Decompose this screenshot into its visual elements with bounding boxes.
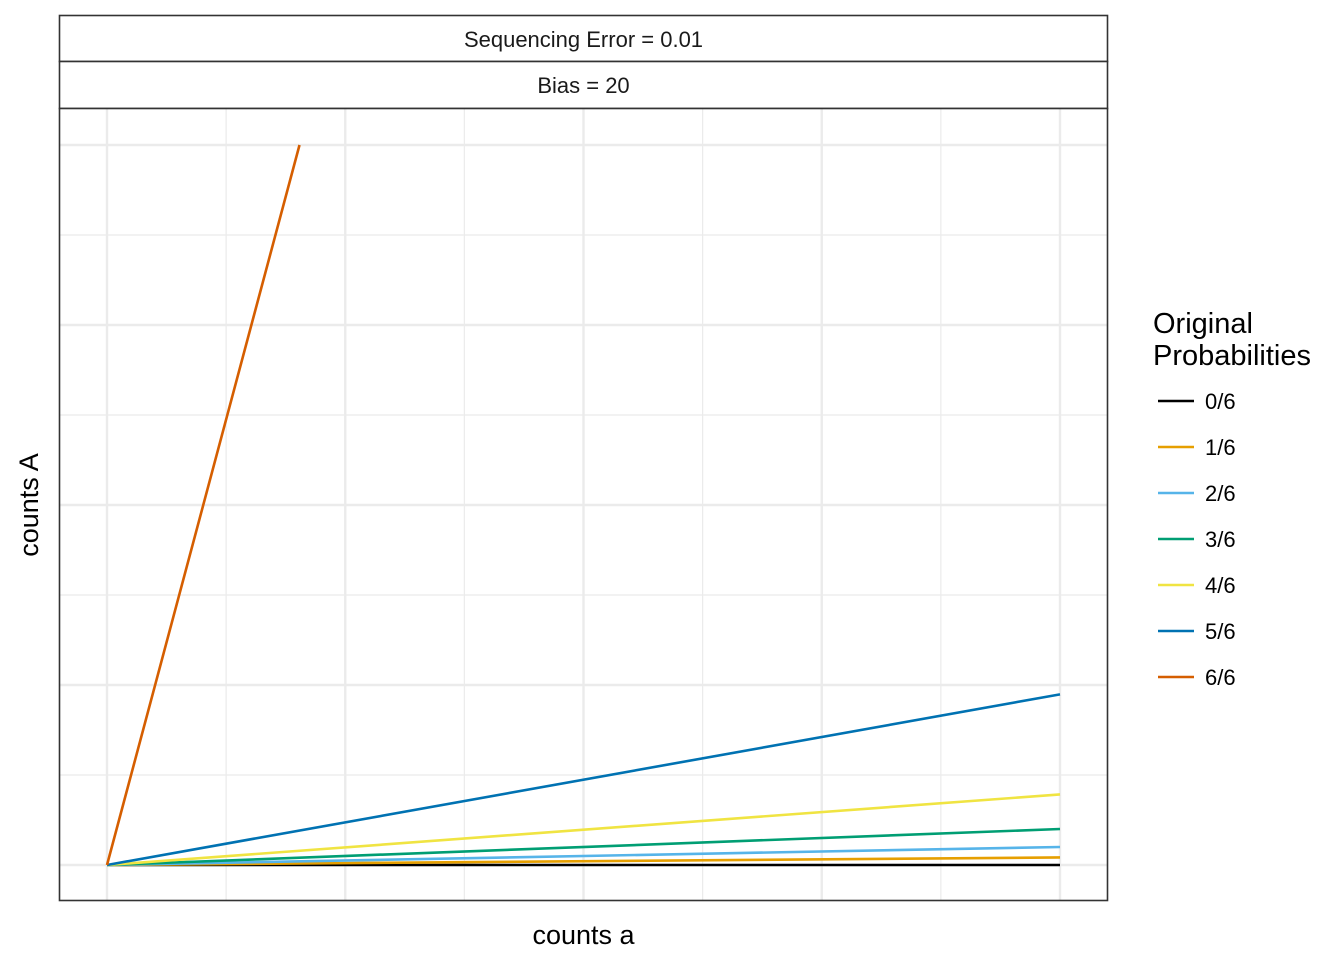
series-line-3 [106, 845, 1061, 867]
y-axis-title: counts A [14, 453, 44, 557]
facet-strips: Sequencing Error = 0.01 Bias = 20 [58, 14, 1109, 110]
legend-label-7: 6/6 [1205, 665, 1236, 690]
legend-label-1: 0/6 [1205, 389, 1236, 414]
legend-label-6: 5/6 [1205, 619, 1236, 644]
series-line-6 [106, 693, 1061, 867]
panel-border [58, 107, 1109, 902]
facet-strip-1 [58, 14, 1109, 63]
facet-strip-2 [58, 60, 1109, 110]
grid-lines [59, 108, 1108, 901]
series-line-2 [106, 856, 1061, 867]
legend: Original Probabilities 0/6 1/6 2/6 3/6 4/6 5/… [1153, 308, 1311, 690]
legend-title-line-2: Probabilities [1153, 340, 1311, 372]
plot-panel [58, 107, 1109, 902]
facet-strip-label-1: Sequencing Error = 0.01 [464, 27, 703, 52]
series-line-5 [106, 793, 1061, 867]
series-line-7 [105, 144, 301, 866]
legend-label-4: 3/6 [1205, 527, 1236, 552]
series-lines [105, 144, 1061, 867]
legend-title-line-1: Original [1153, 308, 1253, 340]
legend-label-2: 1/6 [1205, 435, 1236, 460]
legend-label-3: 2/6 [1205, 481, 1236, 506]
x-axis-title: counts a [532, 920, 635, 950]
series-line-4 [106, 827, 1061, 867]
legend-label-5: 4/6 [1205, 573, 1236, 598]
facet-strip-label-2: Bias = 20 [537, 73, 629, 98]
